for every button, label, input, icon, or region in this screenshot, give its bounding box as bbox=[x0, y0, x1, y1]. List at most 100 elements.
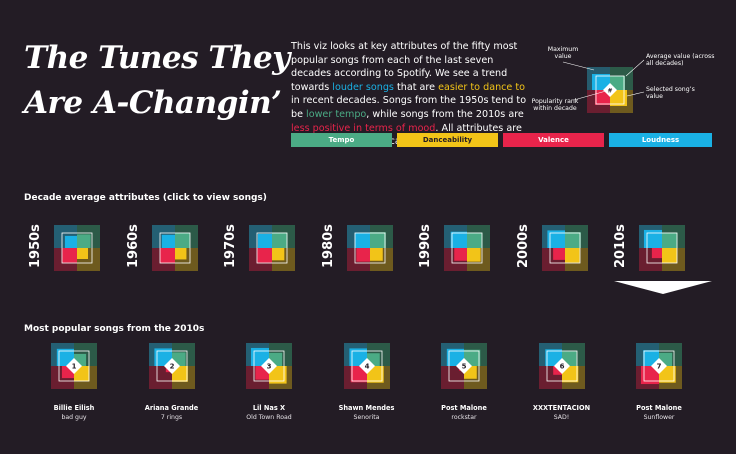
song-title: SAD! bbox=[553, 414, 570, 421]
song-artist: Post Malone bbox=[636, 404, 682, 412]
average-outline bbox=[546, 350, 577, 382]
average-outline bbox=[156, 350, 187, 382]
decade-1950s[interactable]: 1950s bbox=[27, 222, 117, 272]
attribute-glyph bbox=[151, 225, 198, 271]
legend-tempo: Tempo bbox=[291, 133, 392, 147]
song-artist: Billie Eilish bbox=[53, 404, 95, 412]
song-tile: 1 bbox=[51, 343, 97, 389]
average-outline bbox=[351, 350, 382, 382]
attribute-glyph bbox=[444, 225, 490, 271]
decade-label: 2000s bbox=[515, 224, 531, 268]
intro-highlight-tempo: lower tempo bbox=[306, 108, 367, 120]
rank-number: 1 bbox=[72, 363, 77, 371]
decade-tile bbox=[151, 225, 198, 271]
key-selected-label: Selected song’s value bbox=[646, 86, 695, 101]
key-maximum-label: Maximum value bbox=[547, 46, 579, 61]
song-artist: XXXTENTACION bbox=[532, 404, 591, 412]
tempo-square bbox=[464, 349, 481, 366]
reading-key: Maximum value Average value (across all … bbox=[530, 40, 730, 130]
page-title: The Tunes They Are A-Changin’ bbox=[24, 36, 290, 126]
song-tile: 6 bbox=[538, 343, 585, 389]
key-rank-symbol: # bbox=[607, 88, 612, 95]
danceability-square bbox=[269, 366, 287, 384]
valence-square bbox=[62, 248, 77, 263]
danceability-square bbox=[564, 248, 580, 263]
tempo-square bbox=[564, 232, 581, 248]
decade-tile bbox=[444, 225, 490, 271]
song-artist: Post Malone bbox=[441, 404, 487, 412]
average-outline bbox=[58, 350, 90, 382]
key-average-label: Average value (across all decades) bbox=[646, 53, 715, 68]
danceability-square bbox=[561, 366, 578, 383]
valence-square bbox=[350, 366, 367, 383]
decade-2010s[interactable]: 2010s bbox=[612, 222, 702, 272]
decade-1990s[interactable]: 1990s bbox=[417, 222, 507, 272]
rank-diamond bbox=[66, 358, 82, 374]
rank-number: 7 bbox=[657, 363, 662, 371]
valence-square bbox=[552, 248, 565, 260]
attribute-glyph: 2 bbox=[148, 343, 195, 389]
attribute-glyph: 7 bbox=[636, 343, 682, 389]
legend-danceability: Danceability bbox=[397, 133, 498, 147]
rank-diamond bbox=[261, 358, 277, 374]
average-outline bbox=[253, 350, 285, 382]
decade-label: 1990s bbox=[418, 224, 433, 268]
average-outline bbox=[448, 350, 480, 382]
decade-label: 1970s bbox=[223, 224, 238, 268]
loudness-square bbox=[450, 231, 467, 248]
key-rank-label: Popularity rank within decade bbox=[531, 98, 579, 113]
tempo-square bbox=[662, 232, 678, 248]
loudness-square bbox=[250, 347, 269, 366]
danceability-square bbox=[174, 248, 186, 260]
decade-1970s[interactable]: 1970s bbox=[222, 222, 312, 272]
songs-heading: Most popular songs from the 2010s bbox=[24, 324, 205, 334]
title-line-2: Are A-Changin’ bbox=[24, 85, 282, 121]
average-outline bbox=[646, 232, 678, 264]
danceability-square bbox=[272, 248, 285, 261]
decade-2000s[interactable]: 2000s bbox=[515, 222, 605, 272]
intro-highlight-valence: less positive in terms of mood bbox=[291, 122, 436, 134]
valence-square bbox=[159, 248, 175, 263]
song-tile: 7 bbox=[636, 343, 682, 389]
danceability-square bbox=[659, 366, 676, 383]
song-title: Senorita bbox=[353, 414, 380, 421]
valence-square bbox=[355, 248, 370, 262]
legend-loudness: Loudness bbox=[609, 133, 712, 147]
song-artist: Ariana Grande bbox=[144, 404, 199, 412]
attribute-glyph: 4 bbox=[343, 343, 390, 389]
loudness-square bbox=[446, 348, 464, 366]
attribute-glyph bbox=[249, 225, 295, 271]
danceability-square bbox=[467, 248, 481, 262]
decade-label: 2010s bbox=[613, 224, 628, 268]
tempo-square bbox=[369, 232, 386, 248]
rank-diamond bbox=[358, 358, 375, 374]
decades-heading: Decade average attributes (click to view… bbox=[24, 193, 267, 203]
average-outline bbox=[354, 232, 385, 264]
loudness-square bbox=[546, 230, 565, 248]
loudness-square bbox=[544, 349, 562, 366]
valence-square bbox=[552, 366, 562, 375]
decade-tile bbox=[249, 225, 295, 271]
intro-highlight-loudness: louder songs bbox=[332, 81, 394, 93]
decade-1980s[interactable]: 1980s bbox=[320, 222, 410, 272]
valence-square bbox=[454, 248, 467, 261]
average-outline bbox=[643, 350, 675, 382]
intro-part-1: This viz looks at key attributes of the … bbox=[291, 41, 518, 93]
rank-diamond bbox=[163, 358, 180, 374]
attribute-glyph: 5 bbox=[441, 343, 487, 389]
decade-tile bbox=[639, 225, 685, 271]
loudness-square bbox=[153, 348, 172, 366]
average-outline bbox=[61, 232, 93, 264]
tempo-square bbox=[272, 232, 288, 248]
attribute-glyph bbox=[639, 225, 685, 271]
rank-number: 4 bbox=[364, 363, 369, 371]
decade-tile bbox=[541, 225, 588, 271]
song-title: Old Town Road bbox=[246, 414, 292, 421]
attribute-glyph: 6 bbox=[538, 343, 585, 389]
loudness-square bbox=[348, 348, 367, 366]
decade-label: 1980s bbox=[320, 224, 336, 268]
song-tile: 5 bbox=[441, 343, 487, 389]
key-diagram: # bbox=[562, 59, 645, 113]
decade-1960s[interactable]: 1960s bbox=[125, 222, 215, 272]
tempo-square bbox=[174, 233, 190, 248]
